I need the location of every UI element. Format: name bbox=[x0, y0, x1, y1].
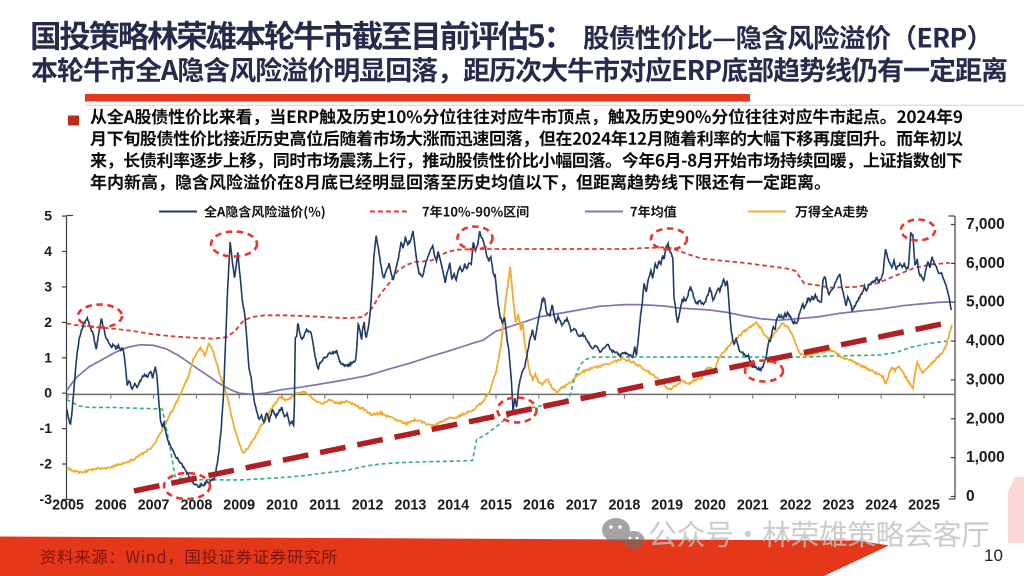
svg-text:2020: 2020 bbox=[694, 498, 726, 514]
svg-text:2010: 2010 bbox=[266, 498, 298, 514]
svg-text:2011: 2011 bbox=[309, 498, 340, 514]
svg-text:6,000: 6,000 bbox=[966, 255, 1005, 272]
svg-text:2013: 2013 bbox=[394, 498, 426, 514]
svg-text:2016: 2016 bbox=[523, 498, 555, 514]
svg-text:2,000: 2,000 bbox=[966, 410, 1005, 427]
svg-text:2: 2 bbox=[44, 314, 52, 330]
svg-text:2008: 2008 bbox=[180, 498, 212, 514]
svg-text:5,000: 5,000 bbox=[966, 294, 1005, 311]
svg-text:-3: -3 bbox=[40, 491, 53, 507]
svg-text:2018: 2018 bbox=[608, 498, 640, 514]
svg-text:0: 0 bbox=[966, 488, 975, 505]
svg-text:2022: 2022 bbox=[780, 498, 812, 514]
svg-text:3,000: 3,000 bbox=[966, 371, 1005, 388]
svg-text:2012: 2012 bbox=[352, 498, 384, 514]
svg-text:2024: 2024 bbox=[865, 498, 897, 514]
svg-text:0: 0 bbox=[44, 385, 52, 401]
svg-text:2005: 2005 bbox=[52, 498, 84, 514]
svg-text:1: 1 bbox=[44, 349, 52, 365]
svg-text:2023: 2023 bbox=[822, 498, 854, 514]
svg-text:2009: 2009 bbox=[223, 498, 255, 514]
svg-text:7,000: 7,000 bbox=[966, 216, 1005, 233]
svg-text:4,000: 4,000 bbox=[966, 333, 1005, 350]
svg-text:2025: 2025 bbox=[908, 498, 940, 514]
svg-text:2014: 2014 bbox=[437, 498, 469, 514]
svg-text:2015: 2015 bbox=[480, 498, 512, 514]
svg-text:2019: 2019 bbox=[651, 498, 683, 514]
svg-text:10: 10 bbox=[984, 546, 1003, 565]
svg-text:2006: 2006 bbox=[95, 498, 127, 514]
svg-text:2021: 2021 bbox=[737, 498, 769, 514]
svg-text:4: 4 bbox=[44, 243, 52, 259]
svg-text:-2: -2 bbox=[40, 456, 53, 472]
svg-text:5: 5 bbox=[44, 208, 52, 224]
svg-text:3: 3 bbox=[44, 278, 52, 294]
svg-text:2017: 2017 bbox=[566, 498, 598, 514]
svg-text:2007: 2007 bbox=[138, 498, 170, 514]
svg-text:-1: -1 bbox=[40, 420, 53, 436]
svg-text:1,000: 1,000 bbox=[966, 449, 1005, 466]
